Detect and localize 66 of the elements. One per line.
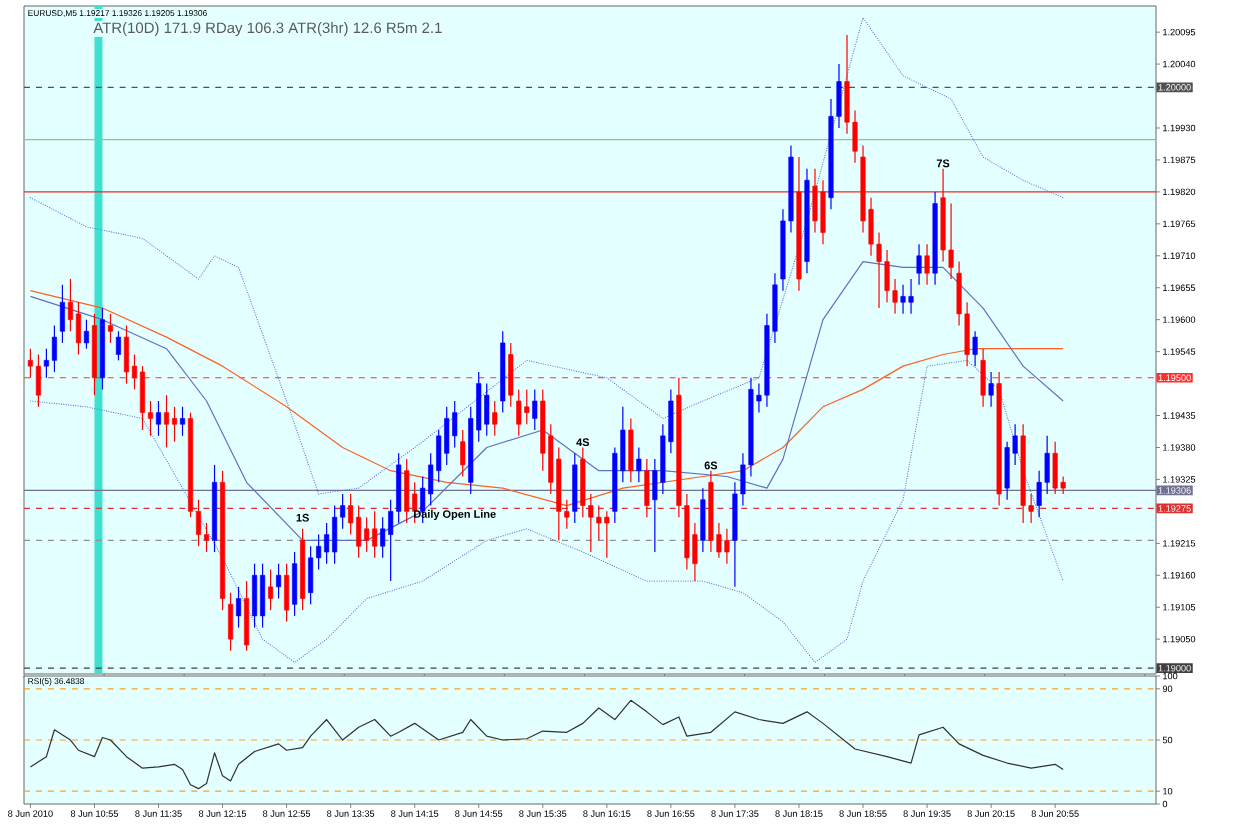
- candlestick: [380, 516, 386, 559]
- candlestick: [484, 382, 490, 437]
- candlestick: [628, 417, 634, 483]
- candlestick: [1052, 441, 1058, 495]
- line-series: [29, 699, 1064, 790]
- candlestick: [228, 592, 234, 652]
- line-series: [29, 260, 1064, 542]
- candlestick: [636, 446, 642, 483]
- candlestick: [988, 371, 994, 408]
- candlestick: [292, 551, 298, 617]
- line-series: [29, 290, 1064, 507]
- candlestick: [107, 313, 113, 344]
- candlestick: [364, 516, 370, 553]
- candlestick: [524, 388, 530, 425]
- candlestick: [276, 563, 282, 600]
- candlestick: [924, 243, 930, 286]
- candlestick: [724, 528, 730, 565]
- candlestick: [324, 522, 330, 565]
- candlestick: [260, 563, 266, 629]
- candlestick: [155, 400, 162, 437]
- candlestick: [916, 243, 922, 286]
- candlestick: [908, 278, 914, 315]
- candlestick: [171, 406, 178, 443]
- candlestick: [1004, 441, 1010, 501]
- candlestick: [115, 330, 122, 361]
- candlestick: [83, 319, 89, 350]
- candlestick: [75, 301, 81, 356]
- candlestick: [123, 324, 130, 385]
- candlestick: [356, 504, 362, 559]
- candlestick: [516, 388, 522, 437]
- candlestick: [812, 168, 818, 234]
- candlestick: [492, 400, 498, 437]
- candlestick: [900, 284, 906, 315]
- candlestick: [244, 580, 250, 652]
- candlestick: [452, 400, 458, 449]
- candlestick: [596, 504, 602, 542]
- candlestick: [59, 284, 65, 344]
- candlestick: [163, 394, 170, 449]
- candlestick: [948, 202, 954, 280]
- candlestick: [980, 348, 986, 408]
- candlestick: [332, 504, 338, 565]
- line-series: [29, 359, 1064, 663]
- candlestick: [572, 452, 578, 524]
- candlestick: [508, 342, 514, 408]
- line-series: [29, 17, 1064, 495]
- candlestick: [252, 563, 258, 629]
- candlestick: [884, 249, 890, 303]
- candlestick: [404, 458, 410, 524]
- candlestick: [972, 330, 978, 367]
- candlestick: [308, 545, 314, 605]
- candlestick: [460, 429, 466, 478]
- candlestick: [372, 510, 378, 559]
- candlestick: [284, 563, 290, 623]
- candlestick: [700, 487, 706, 553]
- candlestick: [644, 458, 650, 518]
- candlestick: [444, 406, 450, 466]
- candlestick: [236, 586, 242, 629]
- candlestick: [532, 388, 538, 431]
- candlestick: [51, 324, 57, 373]
- candlestick: [268, 568, 274, 611]
- candlestick: [820, 179, 826, 245]
- candlestick: [604, 510, 610, 559]
- candlestick: [179, 406, 186, 437]
- candlestick: [35, 353, 41, 408]
- candlestick: [139, 365, 146, 431]
- candlestick: [580, 446, 586, 518]
